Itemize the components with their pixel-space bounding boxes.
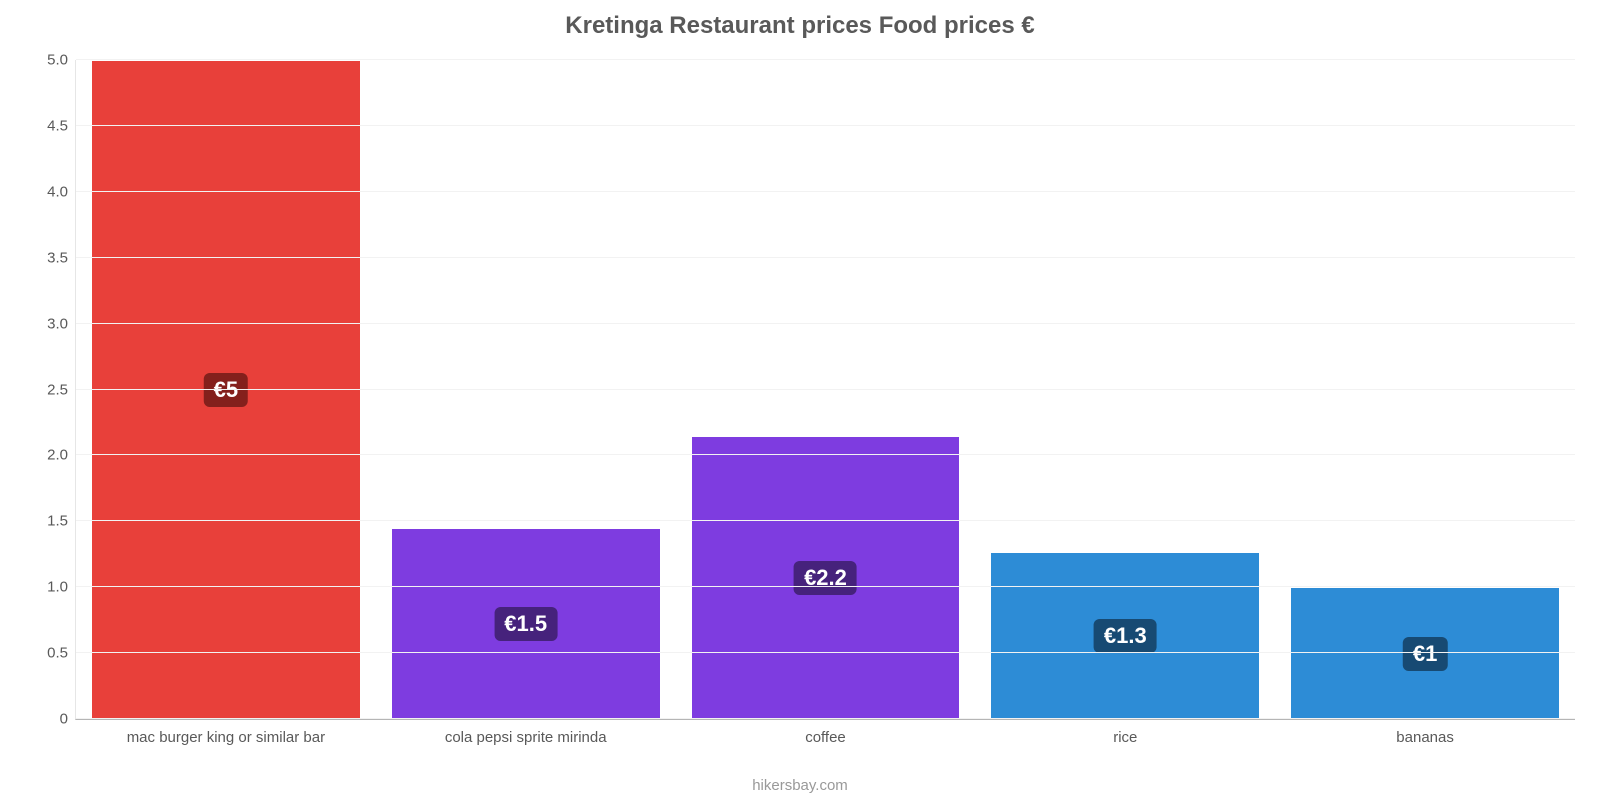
bar: €5 (91, 60, 361, 719)
bar-slot: €1bananas (1275, 60, 1575, 719)
gridline (76, 323, 1575, 324)
gridline (76, 389, 1575, 390)
y-tick-label: 2.5 (47, 381, 76, 398)
plot-area: €5mac burger king or similar bar€1.5cola… (75, 60, 1575, 720)
bar-slot: €1.5cola pepsi sprite mirinda (376, 60, 676, 719)
y-tick-label: 1.5 (47, 513, 76, 530)
bar: €1.3 (990, 552, 1260, 719)
x-tick-label: mac burger king or similar bar (127, 729, 325, 746)
bar: €1.5 (391, 528, 661, 719)
value-badge: €1.3 (1094, 619, 1157, 653)
y-tick-label: 0 (60, 711, 76, 728)
gridline (76, 520, 1575, 521)
gridline (76, 257, 1575, 258)
y-tick-label: 4.5 (47, 117, 76, 134)
y-tick-label: 2.0 (47, 447, 76, 464)
x-tick-label: bananas (1396, 729, 1454, 746)
bar-slot: €2.2coffee (676, 60, 976, 719)
bar-slot: €5mac burger king or similar bar (76, 60, 376, 719)
gridline (76, 718, 1575, 719)
gridline (76, 652, 1575, 653)
y-tick-label: 1.0 (47, 579, 76, 596)
x-tick-label: cola pepsi sprite mirinda (445, 729, 607, 746)
x-tick-label: rice (1113, 729, 1137, 746)
gridline (76, 191, 1575, 192)
y-tick-label: 4.0 (47, 183, 76, 200)
gridline (76, 586, 1575, 587)
chart-footer: hikersbay.com (0, 777, 1600, 794)
gridline (76, 125, 1575, 126)
value-badge: €1 (1403, 637, 1447, 671)
bar-slot: €1.3rice (975, 60, 1275, 719)
y-tick-label: 3.5 (47, 249, 76, 266)
y-tick-label: 0.5 (47, 645, 76, 662)
value-badge: €1.5 (494, 607, 557, 641)
chart-container: Kretinga Restaurant prices Food prices €… (0, 0, 1600, 800)
chart-title: Kretinga Restaurant prices Food prices € (0, 12, 1600, 40)
gridline (76, 454, 1575, 455)
gridline (76, 59, 1575, 60)
bar: €2.2 (691, 436, 961, 719)
y-tick-label: 3.0 (47, 315, 76, 332)
value-badge: €5 (204, 373, 248, 407)
bars-group: €5mac burger king or similar bar€1.5cola… (76, 60, 1575, 719)
x-tick-label: coffee (805, 729, 846, 746)
value-badge: €2.2 (794, 561, 857, 595)
y-tick-label: 5.0 (47, 52, 76, 69)
